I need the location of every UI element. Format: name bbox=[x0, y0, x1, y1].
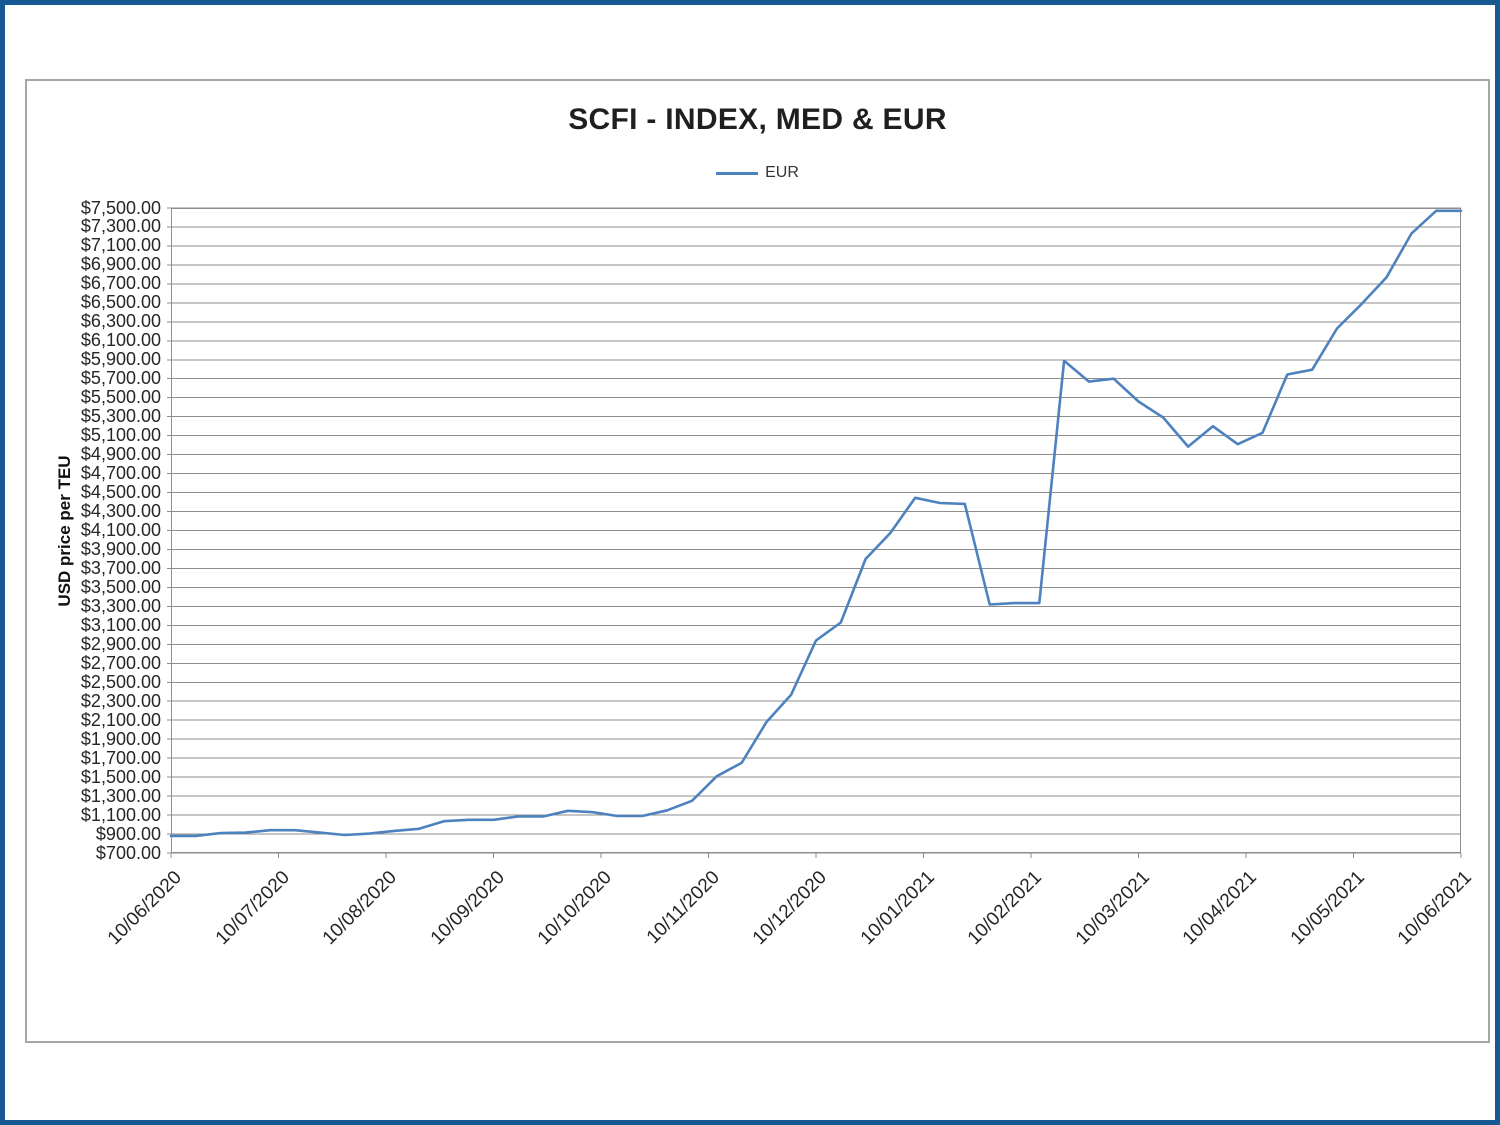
y-tick-label: $3,300.00 bbox=[80, 595, 161, 616]
y-tick-label: $1,900.00 bbox=[80, 728, 161, 749]
y-tick-label: $1,100.00 bbox=[80, 804, 161, 825]
y-tick-label: $6,100.00 bbox=[80, 330, 161, 351]
legend-label-eur: EUR bbox=[765, 164, 799, 181]
y-tick-label: $2,900.00 bbox=[80, 633, 161, 654]
x-tick-label: 10/12/2020 bbox=[748, 867, 831, 950]
x-tick-label: 10/10/2020 bbox=[533, 867, 616, 950]
y-tick-label: $6,300.00 bbox=[80, 311, 161, 332]
y-tick-label: $4,900.00 bbox=[80, 444, 161, 465]
y-tick-label: $1,700.00 bbox=[80, 747, 161, 768]
x-tick-label: 10/04/2021 bbox=[1178, 867, 1261, 950]
x-tick-label: 10/07/2020 bbox=[211, 867, 294, 950]
x-tick-label: 10/08/2020 bbox=[318, 867, 401, 950]
y-tick-label: $4,500.00 bbox=[80, 482, 161, 503]
y-tick-label: $7,100.00 bbox=[80, 235, 161, 256]
y-tick-label: $3,100.00 bbox=[80, 614, 161, 635]
y-tick-label: $5,300.00 bbox=[80, 406, 161, 427]
y-tick-label: $2,300.00 bbox=[80, 690, 161, 711]
y-tick-label: $5,700.00 bbox=[80, 368, 161, 389]
y-tick-label: $1,500.00 bbox=[80, 766, 161, 787]
y-tick-label: $3,500.00 bbox=[80, 576, 161, 597]
y-tick-label: $900.00 bbox=[95, 823, 161, 844]
y-tick-label: $6,700.00 bbox=[80, 273, 161, 294]
series-line-eur bbox=[169, 209, 1463, 838]
y-tick-label: $3,700.00 bbox=[80, 557, 161, 578]
chart-area: SCFI - INDEX, MED & EUR EUR USD price pe… bbox=[25, 79, 1490, 1043]
y-tick-label: $2,100.00 bbox=[80, 709, 161, 730]
y-tick-label: $5,100.00 bbox=[80, 425, 161, 446]
x-tick-label: 10/03/2021 bbox=[1071, 867, 1154, 950]
chart-title: SCFI - INDEX, MED & EUR bbox=[568, 103, 947, 136]
y-tick-label: $2,700.00 bbox=[80, 652, 161, 673]
y-tick-label: $2,500.00 bbox=[80, 671, 161, 692]
y-tick-label: $7,500.00 bbox=[80, 197, 161, 218]
x-tick-label: 10/06/2020 bbox=[103, 867, 186, 950]
y-tick-label: $6,500.00 bbox=[80, 292, 161, 313]
x-tick-label: 10/05/2021 bbox=[1286, 867, 1369, 950]
y-tick-label: $4,100.00 bbox=[80, 520, 161, 540]
y-tick-label: $4,700.00 bbox=[80, 463, 161, 484]
plot-border bbox=[171, 208, 1461, 853]
x-tick-label: 10/06/2021 bbox=[1393, 867, 1476, 950]
legend-line-swatch-eur bbox=[716, 171, 759, 175]
y-tick-label: $7,300.00 bbox=[80, 216, 161, 237]
y-tick-label: $5,500.00 bbox=[80, 387, 161, 408]
plot-area bbox=[167, 207, 1463, 858]
x-tick-label: 10/02/2021 bbox=[963, 867, 1046, 950]
x-tick-label: 10/01/2021 bbox=[856, 867, 939, 950]
legend: EUR bbox=[27, 164, 1488, 182]
y-tick-label: $5,900.00 bbox=[80, 349, 161, 370]
y-tick-label: $3,900.00 bbox=[80, 538, 161, 559]
y-tick-label: $700.00 bbox=[95, 842, 161, 863]
x-tick-label: 10/11/2020 bbox=[642, 867, 724, 949]
plot-svg bbox=[167, 207, 1463, 858]
y-tick-label: $4,300.00 bbox=[80, 501, 161, 522]
y-tick-label: $1,300.00 bbox=[80, 785, 161, 806]
y-tick-label: $6,900.00 bbox=[80, 254, 161, 275]
x-tick-label: 10/09/2020 bbox=[426, 867, 509, 950]
